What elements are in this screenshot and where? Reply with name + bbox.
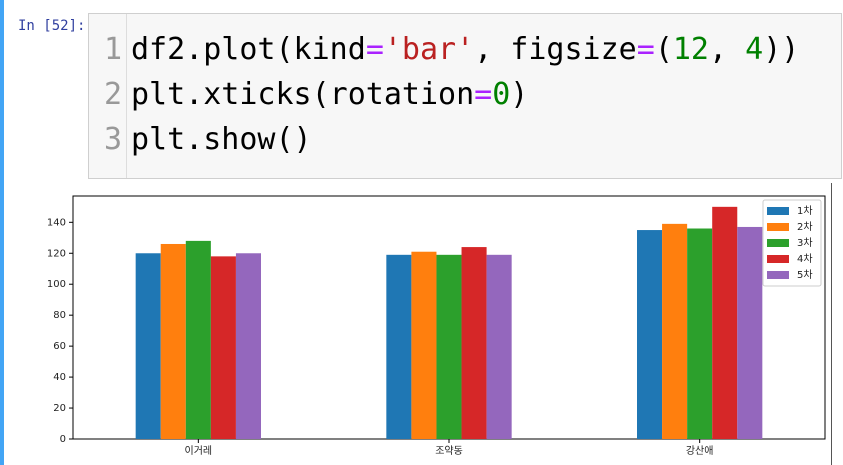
bar (486, 254, 512, 439)
chart: 0 20 40 60 80 100 120 140 이거레 조약동 강산애 1차 2차 3차 4차 5차 (47, 195, 826, 457)
bar (662, 223, 688, 439)
legend-swatch (767, 223, 789, 231)
y-tick-label: 0 (60, 434, 66, 445)
code-token: = (365, 32, 384, 67)
bar (737, 226, 763, 439)
line-gutter: 1 2 3 (89, 14, 127, 178)
code-token: ( (654, 32, 673, 67)
bar (687, 228, 713, 439)
y-tick-label: 80 (53, 310, 66, 321)
bar (411, 251, 437, 439)
y-tick-label: 40 (53, 372, 66, 383)
bar (160, 243, 186, 439)
code-line: df2.plot(kind='bar', figsize=(12, 4)) (131, 32, 799, 67)
code-token: = (474, 77, 493, 112)
line-number: 3 (103, 122, 122, 157)
code-token: ) (510, 77, 529, 112)
code-token: plt.show() (131, 122, 312, 157)
code-token: 12 (672, 32, 709, 67)
bar (185, 240, 211, 439)
x-tick-label: 조약동 (435, 445, 463, 457)
code-cell[interactable]: 1 2 3 df2.plot(kind='bar', figsize=(12, … (88, 13, 842, 179)
output-separator (831, 183, 832, 465)
x-tick-label: 이거레 (185, 445, 213, 457)
legend-box (762, 199, 822, 287)
bar (235, 253, 261, 439)
legend-label: 1차 (797, 205, 813, 217)
code-token: 4 (745, 32, 764, 67)
code-line: plt.xticks(rotation=0) (131, 77, 528, 112)
code-token: 0 (492, 77, 511, 112)
legend-swatch (767, 255, 789, 263)
code-token: , (709, 32, 746, 67)
code-token: 'bar' (383, 32, 475, 67)
legend-label: 2차 (797, 221, 813, 233)
legend-swatch (767, 239, 789, 247)
x-tick-label: 강산애 (686, 445, 714, 457)
code-line: plt.show() (131, 122, 312, 157)
bar (210, 256, 236, 439)
bar (712, 206, 738, 439)
code-token: , figsize (474, 32, 637, 67)
legend-swatch (767, 271, 789, 279)
legend-label: 3차 (797, 237, 813, 249)
code-token: df2.plot(kind (131, 32, 366, 67)
code-token: = (636, 32, 655, 67)
cell-prompt: In [52]: (18, 18, 86, 34)
line-number: 1 (103, 32, 122, 67)
bar (386, 254, 412, 439)
code-token: )) (763, 32, 800, 67)
cell-selection-bar (0, 0, 4, 465)
bar (637, 230, 663, 439)
line-number: 2 (103, 77, 122, 112)
legend-label: 4차 (797, 253, 813, 265)
legend-swatch (767, 207, 789, 215)
y-tick-label: 140 (47, 217, 66, 228)
bar (436, 254, 462, 439)
y-tick-label: 100 (47, 279, 66, 290)
bar (461, 247, 487, 439)
bar (135, 253, 161, 439)
legend-label: 5차 (797, 269, 813, 281)
code-token: plt.xticks(rotation (131, 77, 475, 112)
y-tick-label: 20 (53, 403, 66, 414)
y-tick-label: 60 (53, 341, 66, 352)
y-tick-label: 120 (47, 248, 66, 259)
